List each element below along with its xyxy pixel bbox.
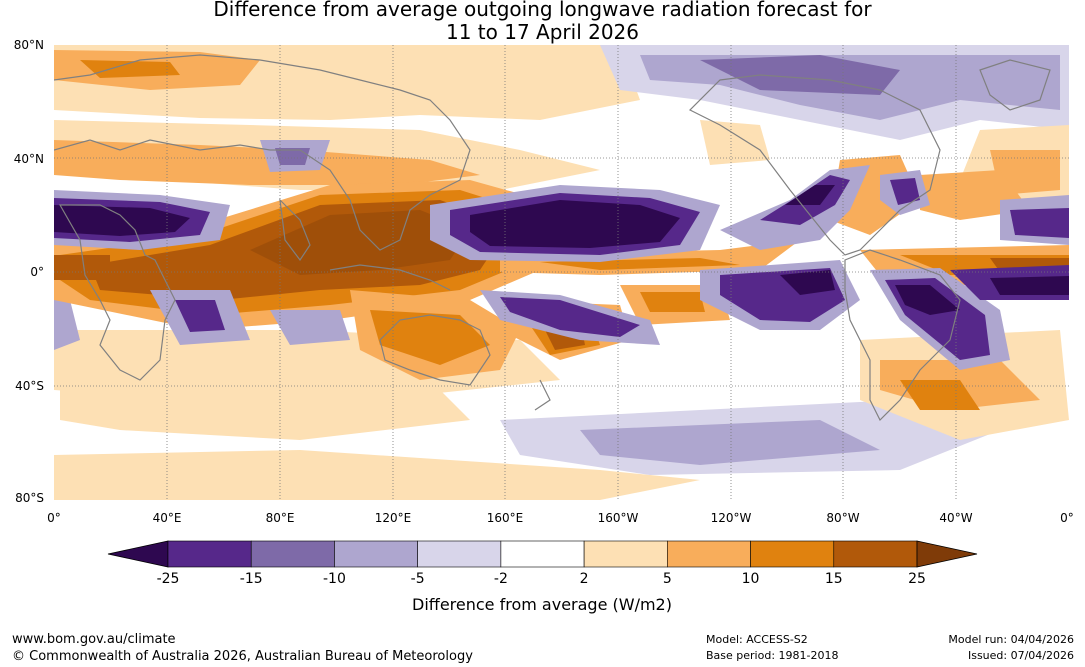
lat-label: 40°S (15, 379, 44, 393)
colorbar-swatch (417, 540, 502, 568)
longitude-labels: 0° 40°E 80°E 120°E 160°E 160°W 120°W 80°W 40°W 0° (47, 511, 1074, 525)
footer-model-info: Model: ACCESS-S2 Base period: 1981-2018 (706, 632, 838, 664)
footer-base-period: Base period: 1981-2018 (706, 649, 839, 662)
colorbar-swatch (667, 540, 751, 568)
lat-label: 40°N (14, 152, 44, 166)
colorbar-tick-label: 2 (580, 571, 589, 587)
colorbar-swatch (583, 540, 668, 568)
lon-label: 40°E (153, 511, 182, 525)
footer-issued: Issued: 07/04/2026 (967, 649, 1074, 662)
colorbar-swatch (500, 540, 585, 568)
coastlines (54, 54, 1051, 422)
lon-label: 0° (47, 511, 61, 525)
lon-label: 120°W (711, 511, 752, 525)
colorbar-tick-label: 15 (825, 571, 843, 587)
lon-label: 0° (1060, 511, 1074, 525)
footer-url[interactable]: www.bom.gov.au/climate (12, 632, 176, 647)
footer-left: www.bom.gov.au/climate © Commonwealth of… (12, 631, 473, 665)
colorbar-tick-label: -25 (157, 571, 180, 587)
colorbar-label: Difference from average (W/m2) (412, 595, 672, 614)
lon-label: 40°W (939, 511, 972, 525)
title-line-1: Difference from average outgoing longwav… (213, 0, 872, 21)
colorbar-swatch (167, 540, 252, 568)
colorbar-tick-label: 5 (663, 571, 672, 587)
colorbar-swatch (250, 540, 335, 568)
colorbar-swatch (334, 540, 418, 568)
latitude-labels: 80°N 40°N 0° 40°S 80°S (14, 38, 44, 505)
footer-copyright: © Commonwealth of Australia 2026, Austra… (12, 649, 473, 664)
title-line-2: 11 to 17 April 2026 (445, 20, 640, 44)
colorbar-arrow-high (916, 540, 978, 568)
lat-label: 80°S (15, 491, 44, 505)
lon-label: 80°E (266, 511, 295, 525)
lon-label: 160°E (487, 511, 524, 525)
lon-label: 160°W (598, 511, 639, 525)
lat-label: 0° (30, 265, 44, 279)
map-panel (54, 45, 1069, 500)
anomaly-map: 80°N 40°N 0° 40°S 80°S 0° 40°E 80°E 120°E 160°E 1… (14, 38, 1074, 614)
colorbar-tick-label: -2 (494, 571, 508, 587)
colorbar: -25 -15 -10 -5 -2 2 5 10 15 25 (107, 540, 978, 587)
colorbar-tick-label: 25 (908, 571, 926, 587)
colorbar-tick-label: -10 (323, 571, 346, 587)
colorbar-swatch (750, 540, 835, 568)
colorbar-arrow-low (107, 540, 169, 568)
colorbar-tick-label: -5 (411, 571, 425, 587)
map-title: Difference from average outgoing longwav… (0, 0, 1085, 44)
footer-model-run: Model run: 04/04/2026 (948, 633, 1074, 646)
lon-label: 80°W (826, 511, 859, 525)
footer-model: Model: ACCESS-S2 (706, 633, 808, 646)
lat-label: 80°N (14, 38, 44, 52)
colorbar-swatch (833, 540, 918, 568)
colorbar-tick-label: -15 (240, 571, 263, 587)
footer-run-info: Model run: 04/04/2026 Issued: 07/04/2026 (948, 632, 1074, 664)
lon-label: 120°E (375, 511, 412, 525)
graticule (54, 45, 1069, 500)
colorbar-tick-label: 10 (742, 571, 760, 587)
